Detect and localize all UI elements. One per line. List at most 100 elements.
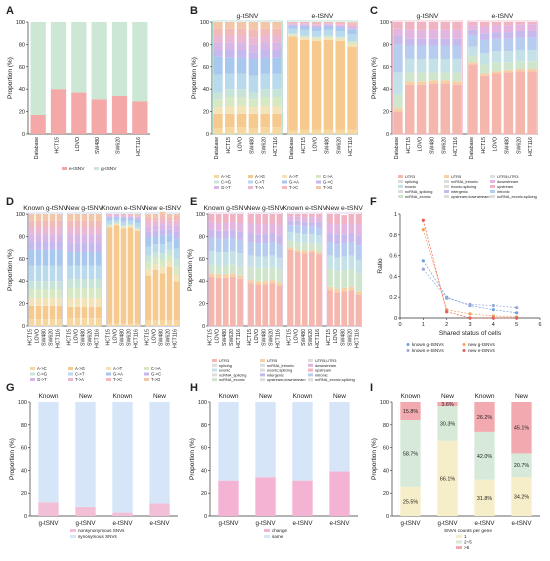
bar-utr3: [276, 285, 283, 326]
bar-t-a: [113, 214, 120, 216]
bar-utr3: [248, 283, 254, 326]
bar-downstream: [237, 222, 243, 232]
bar-g-c: [67, 243, 74, 253]
bar-intergenic: [309, 221, 315, 227]
x-tick-label: HCT15: [226, 137, 232, 154]
bar-downstream: [255, 224, 261, 235]
bar-a-g: [173, 281, 180, 321]
bar-a-t: [288, 35, 298, 37]
group-title: New g-tSNV: [247, 205, 285, 212]
legend-label: change: [272, 528, 288, 533]
bar-g-t: [74, 234, 81, 244]
bar-g-a: [300, 26, 310, 30]
x-tick-label: SW620: [116, 137, 122, 154]
x-tick-label: LOVO: [333, 329, 339, 343]
bar-a-t: [248, 107, 259, 114]
bar-a-c: [248, 128, 259, 134]
bar-c-t: [335, 30, 345, 37]
legend-label: UTR5: [451, 174, 461, 179]
legend-swatch: [68, 372, 73, 376]
y-tick-label: 100: [16, 212, 25, 218]
legend-label: upstream: [497, 184, 513, 189]
legend-swatch: [308, 373, 313, 377]
legend-label: downstream: [315, 363, 336, 368]
bar-utr3: [468, 64, 478, 134]
x-tick-label: HCT116: [528, 137, 534, 156]
bar-g-t: [335, 25, 345, 27]
bar-a-g: [335, 41, 345, 130]
bar-c-g: [323, 35, 334, 37]
data-label: 20.7%: [514, 463, 529, 469]
bar-g-a: [248, 58, 259, 76]
bar-g-t: [173, 225, 180, 232]
bar-c-g: [236, 89, 247, 98]
bar-ncrna-exonic: [334, 271, 340, 290]
bar-c-g: [335, 36, 345, 38]
bar-t-g: [145, 214, 152, 218]
bar-c-t: [134, 222, 141, 228]
x-tick-label: HCT15: [106, 329, 112, 346]
bar-c-t: [152, 244, 159, 253]
bar-a-t: [35, 298, 42, 306]
bar-c-g: [42, 281, 49, 290]
bar-upstream: [215, 214, 222, 223]
bar-upstream: [515, 22, 525, 25]
y-axis-label: Proportion (%): [9, 438, 16, 480]
bar-g-a: [95, 252, 102, 266]
bar-ncrna-exonic: [527, 61, 537, 70]
legend-swatch: [398, 175, 403, 178]
legend-swatch: [490, 195, 495, 198]
bar-t-g: [74, 214, 81, 221]
bar-upstream: [301, 214, 308, 218]
bar-intronic: [428, 45, 439, 59]
legend-marker: [462, 349, 466, 352]
bar-a-c: [225, 127, 235, 134]
bar-a-t: [28, 298, 35, 306]
bar-g-t: [152, 225, 159, 231]
legend-label: C->G: [221, 180, 231, 185]
legend-label: A->G: [75, 366, 85, 371]
top-label: New: [333, 393, 346, 400]
bar-c-t: [173, 248, 180, 259]
bar-g-c: [28, 242, 35, 250]
bar-a-g: [311, 41, 322, 130]
bar-a-t: [300, 37, 310, 40]
bar-t-a: [28, 227, 35, 235]
bar-utr5: [237, 275, 243, 279]
bar-a-g: [56, 305, 63, 320]
x-tick-label: SW620: [127, 329, 133, 346]
bar-g-a: [166, 234, 173, 242]
bar-c-t: [42, 265, 49, 282]
legend-label: UTR5;UTR3: [497, 174, 518, 179]
bar-a-g: [88, 306, 95, 319]
bar-downstream: [515, 24, 525, 31]
group-title: e-tSNV: [492, 13, 514, 20]
y-tick-label: 20: [383, 491, 389, 497]
bar-g-c: [42, 242, 49, 250]
bar-g-a: [311, 27, 322, 31]
y-tick-label: 100: [200, 20, 209, 26]
bar-downstream: [428, 29, 439, 39]
bar-a-g: [347, 46, 357, 130]
bar-t-c: [159, 215, 166, 220]
data-label: 58.7%: [403, 451, 418, 457]
legend-swatch: [260, 373, 265, 377]
bar-g-t: [113, 215, 120, 217]
bar-c-t: [300, 29, 310, 36]
legend-swatch: [70, 535, 76, 538]
data-point: [491, 316, 495, 320]
bar-a-g: [106, 227, 113, 324]
y-tick-label: 0: [24, 514, 27, 520]
bar-upstream: [341, 215, 348, 225]
bar-1: [400, 486, 421, 516]
bar-ncrna-exonic: [348, 268, 355, 287]
x-tick-label: HCT15: [287, 329, 293, 346]
bar-g-a: [335, 27, 345, 31]
bar-g-t: [35, 234, 42, 242]
bar-utr5: [527, 69, 537, 72]
y-axis-label: Ratio: [377, 258, 384, 274]
legend-label: A->C: [221, 174, 231, 179]
x-tick-label: SW480: [159, 329, 165, 346]
legend-swatch: [282, 175, 287, 178]
y-tick-label: 20: [203, 110, 209, 116]
